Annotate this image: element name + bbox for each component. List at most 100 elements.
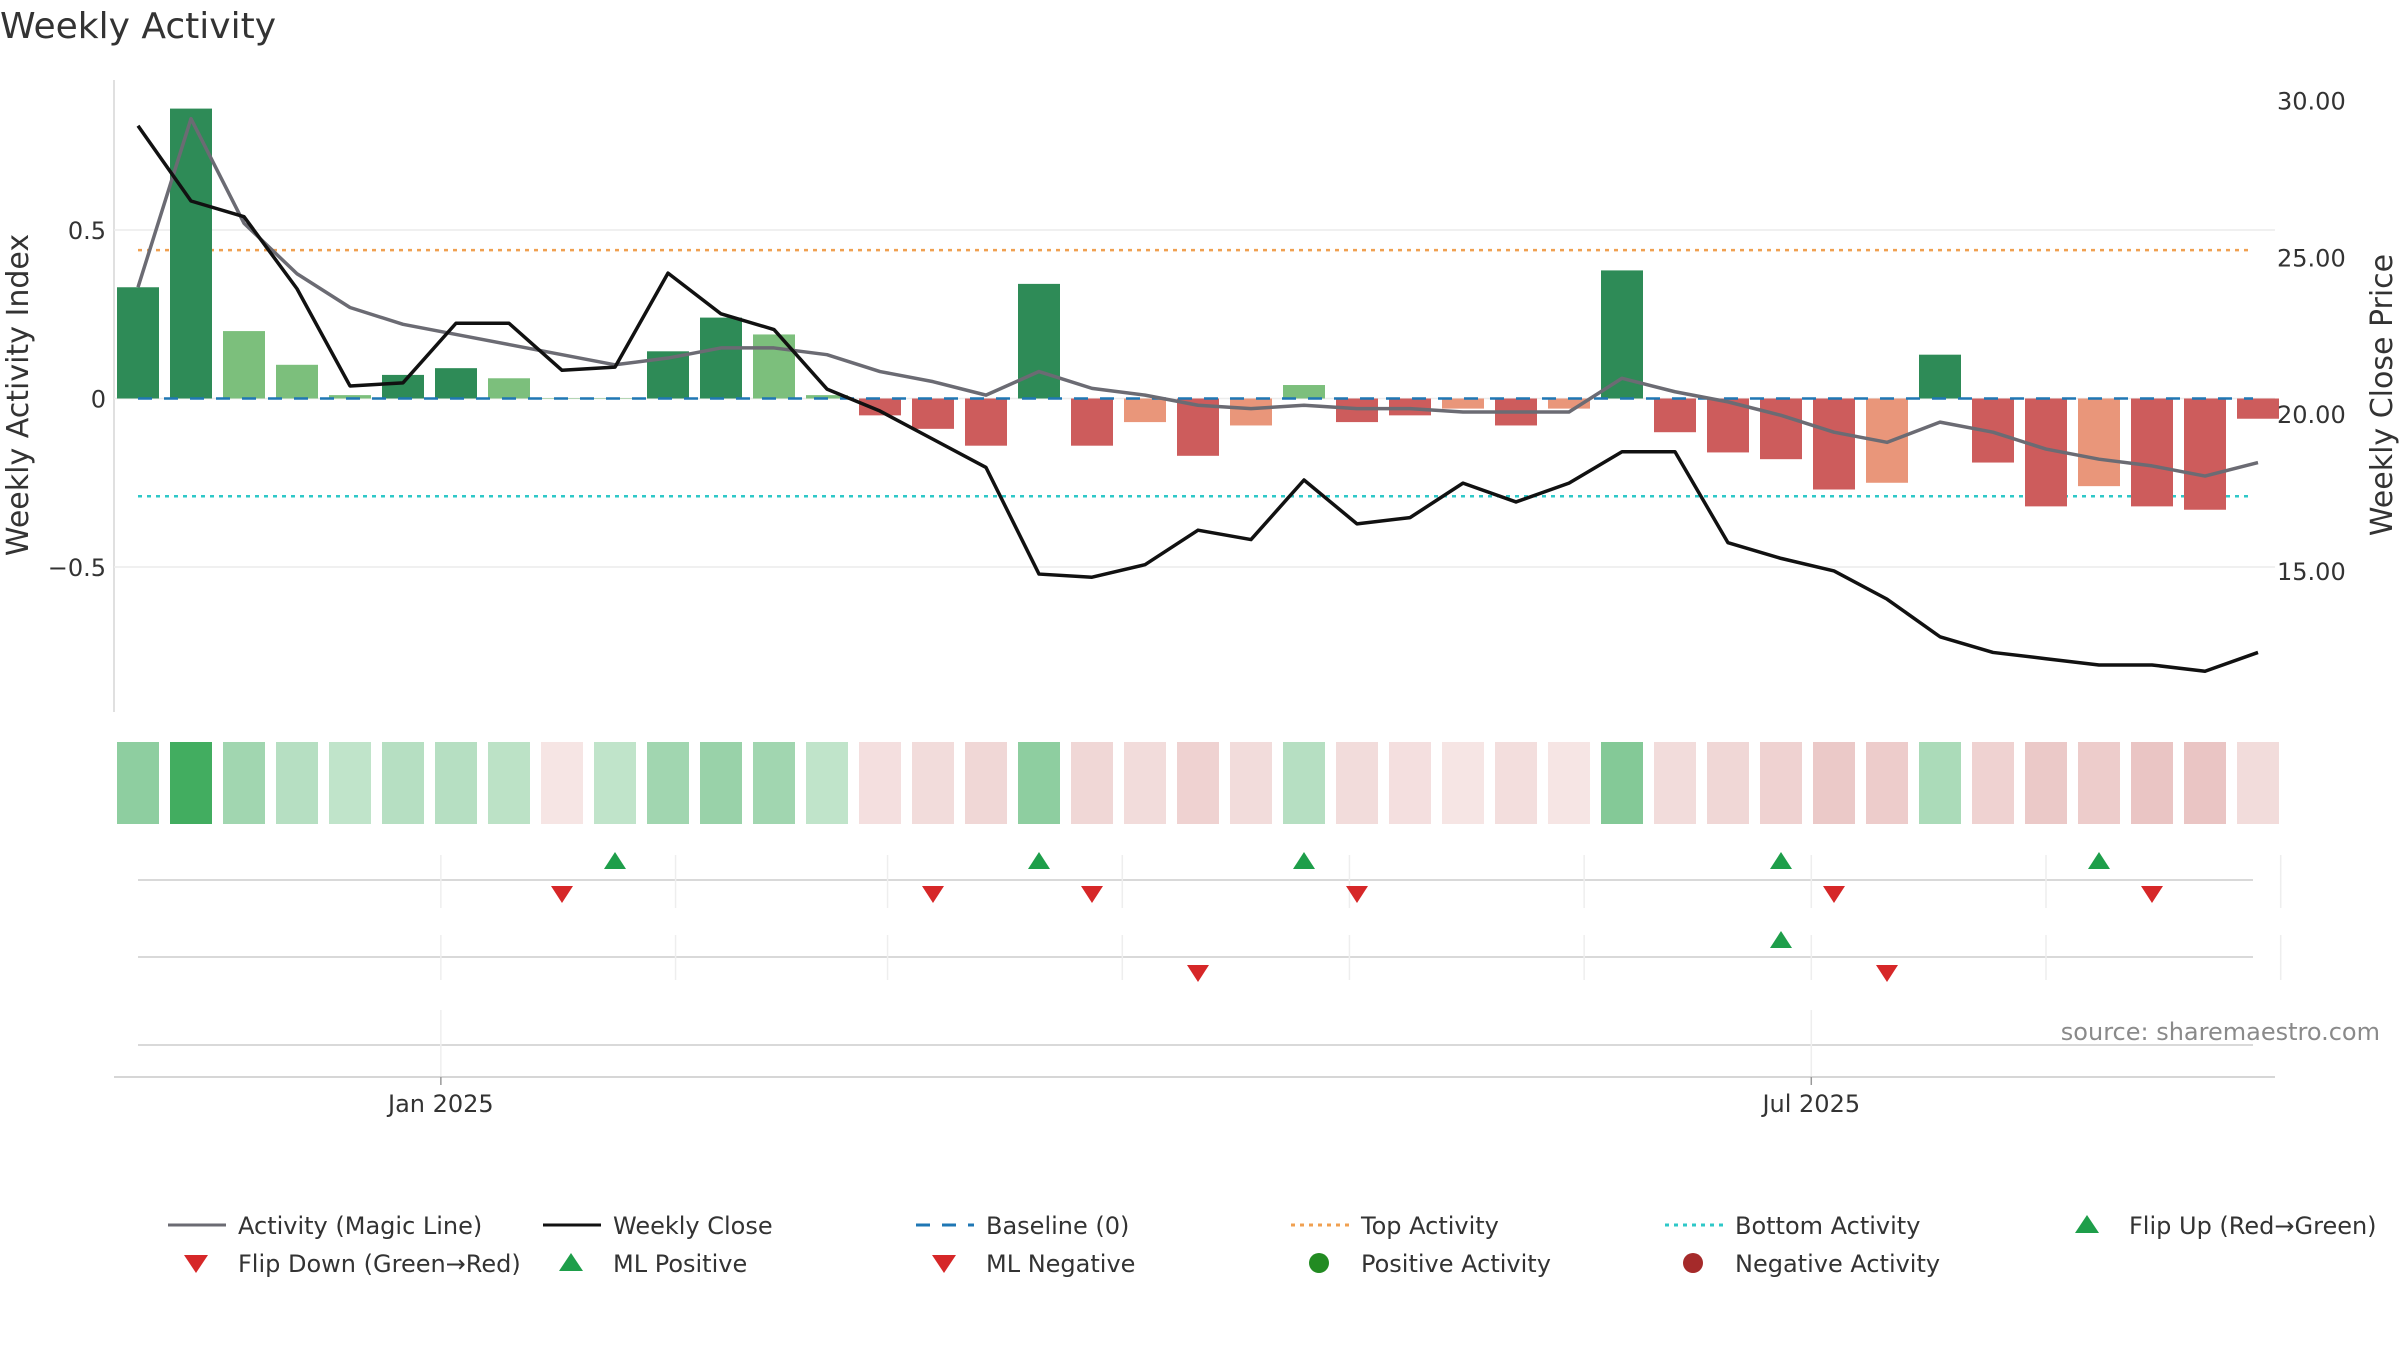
activity-bar xyxy=(700,317,742,399)
activity-bar xyxy=(1813,398,1855,490)
flip-up-marker xyxy=(604,852,626,869)
heat-strip xyxy=(117,742,2279,824)
activity-bar xyxy=(1442,398,1484,409)
activity-bar xyxy=(170,108,212,399)
activity-bar xyxy=(1760,398,1802,460)
legend-swatch xyxy=(184,1255,208,1273)
heat-cell xyxy=(1389,742,1431,824)
heat-cell xyxy=(912,742,954,824)
flip-up-marker xyxy=(1770,852,1792,869)
activity-bar xyxy=(965,398,1007,446)
legend-swatch xyxy=(2075,1215,2099,1233)
activity-bar xyxy=(1071,398,1113,446)
activity-bar xyxy=(488,378,530,399)
heat-cell xyxy=(1866,742,1908,824)
legend-label: Bottom Activity xyxy=(1735,1212,1920,1240)
heat-cell xyxy=(1283,742,1325,824)
heat-cell xyxy=(2237,742,2279,824)
activity-bar xyxy=(223,331,265,399)
heat-cell xyxy=(1813,742,1855,824)
heat-cell xyxy=(329,742,371,824)
heat-cell xyxy=(700,742,742,824)
y2-tick-label: 30.00 xyxy=(2277,88,2346,116)
activity-bar xyxy=(1124,398,1166,423)
heat-cell xyxy=(488,742,530,824)
heat-cell xyxy=(541,742,583,824)
activity-bar xyxy=(2078,398,2120,487)
series-lines xyxy=(136,116,2259,673)
legend-label: ML Negative xyxy=(986,1250,1135,1278)
activity-bar xyxy=(2184,398,2226,510)
chart-title: Weekly Activity xyxy=(0,6,276,47)
y2-tick-label: 15.00 xyxy=(2277,558,2346,586)
magic-line-series xyxy=(136,116,2259,478)
y-tick-label: 0 xyxy=(91,386,106,414)
ml-positive-marker xyxy=(1770,931,1792,948)
heat-cell xyxy=(1707,742,1749,824)
heat-cell xyxy=(276,742,318,824)
legend-label: Flip Up (Red→Green) xyxy=(2129,1212,2377,1240)
legend-label: Positive Activity xyxy=(1361,1250,1551,1278)
legend-label: Activity (Magic Line) xyxy=(238,1212,482,1240)
legend-swatch xyxy=(559,1253,583,1271)
legend-label: Top Activity xyxy=(1360,1212,1499,1240)
activity-bar xyxy=(859,398,901,416)
heat-cell xyxy=(1018,742,1060,824)
weekly-close-series xyxy=(136,124,2259,673)
heat-cell xyxy=(382,742,424,824)
heat-cell xyxy=(2184,742,2226,824)
activity-bar xyxy=(2237,398,2279,419)
heat-cell xyxy=(223,742,265,824)
y2-tick-label: 25.00 xyxy=(2277,244,2346,272)
heat-cell xyxy=(806,742,848,824)
activity-bar xyxy=(329,395,371,399)
activity-bar xyxy=(1548,398,1590,409)
heat-cell xyxy=(2078,742,2120,824)
heat-cell xyxy=(965,742,1007,824)
activity-bar xyxy=(1707,398,1749,453)
heat-cell xyxy=(2025,742,2067,824)
ml-negative-marker xyxy=(1876,965,1898,982)
flip-down-marker xyxy=(1081,886,1103,903)
heat-cell xyxy=(170,742,212,824)
event-markers xyxy=(551,852,2163,982)
flip-down-marker xyxy=(1346,886,1368,903)
source-credit: source: sharemaestro.com xyxy=(2061,1018,2380,1046)
activity-bar xyxy=(117,287,159,399)
legend: Activity (Magic Line) Weekly Close Baselin… xyxy=(168,1212,2377,1278)
activity-bar xyxy=(1018,283,1060,399)
flip-up-marker xyxy=(1293,852,1315,869)
activity-bar xyxy=(435,368,477,399)
activity-bar xyxy=(1230,398,1272,426)
heat-cell xyxy=(1177,742,1219,824)
activity-bars xyxy=(117,108,2279,510)
y2-axis-label: Weekly Close Price xyxy=(2365,254,2400,536)
flip-down-marker xyxy=(1823,886,1845,903)
y-tick-label: 0.5 xyxy=(68,217,106,245)
activity-bar xyxy=(2131,398,2173,507)
activity-bar xyxy=(806,395,848,399)
grid-layer xyxy=(113,80,2282,1078)
ml-negative-marker xyxy=(1187,965,1209,982)
heat-cell xyxy=(1230,742,1272,824)
tick-labels: 0.5 0 −0.5 30.00 25.00 20.00 15.00 Jan 2025 Jul … xyxy=(48,88,2346,1118)
legend-label: Flip Down (Green→Red) xyxy=(238,1250,521,1278)
legend-label: Negative Activity xyxy=(1735,1250,1940,1278)
x-tick-label: Jan 2025 xyxy=(386,1090,494,1118)
activity-bar xyxy=(1283,385,1325,399)
legend-label: Baseline (0) xyxy=(986,1212,1129,1240)
activity-bar xyxy=(382,374,424,399)
y2-tick-label: 20.00 xyxy=(2277,401,2346,429)
activity-bar xyxy=(1654,398,1696,433)
heat-cell xyxy=(1071,742,1113,824)
legend-label: Weekly Close xyxy=(613,1212,773,1240)
activity-bar xyxy=(912,398,954,429)
heat-cell xyxy=(1548,742,1590,824)
activity-bar xyxy=(276,364,318,399)
legend-label: ML Positive xyxy=(613,1250,747,1278)
activity-bar xyxy=(1177,398,1219,456)
heat-cell xyxy=(1442,742,1484,824)
flip-down-marker xyxy=(922,886,944,903)
activity-bar xyxy=(1919,354,1961,399)
